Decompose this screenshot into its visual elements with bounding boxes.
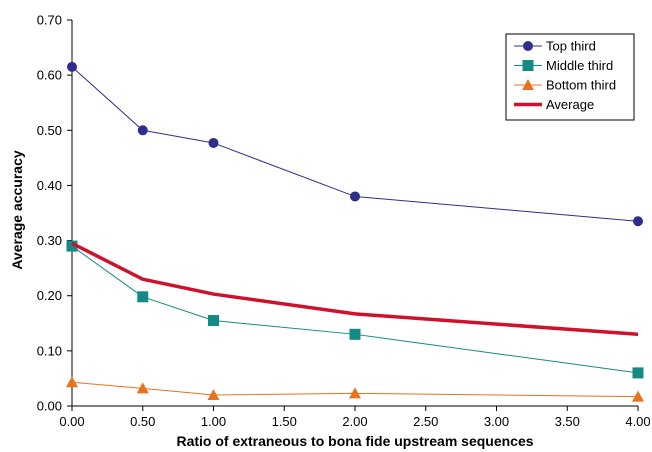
- x-tick-label: 3.00: [484, 414, 509, 429]
- data-point: [137, 291, 149, 303]
- x-tick-label: 2.50: [413, 414, 438, 429]
- legend-marker: [522, 60, 534, 71]
- legend: Top third Middle third Bottom third Average: [505, 33, 635, 121]
- legend-label: Bottom third: [546, 78, 616, 93]
- series-layer: [66, 61, 644, 402]
- data-point: [67, 61, 77, 72]
- y-tick-label: 0.20: [37, 288, 62, 303]
- x-tick-label: 0.50: [130, 414, 155, 429]
- y-tick-label: 0.50: [37, 123, 62, 138]
- y-axis-title: Average accuracy: [9, 150, 25, 270]
- data-point: [349, 387, 361, 399]
- y-tick-label: 0.40: [37, 178, 62, 193]
- data-point: [632, 367, 644, 379]
- data-point: [137, 125, 148, 136]
- series-line: [71, 245, 639, 374]
- legend-label: Top third: [546, 39, 596, 54]
- legend-item: Bottom third: [514, 78, 616, 93]
- series-bottom-third: [66, 376, 644, 402]
- series-middle-third: [66, 240, 644, 379]
- y-tick-label: 0.00: [37, 399, 62, 414]
- legend-label: Average: [546, 97, 594, 112]
- legend-item: Top third: [514, 39, 596, 54]
- data-point: [632, 390, 644, 402]
- x-tick-label: 4.00: [625, 414, 650, 429]
- series-top-third: [67, 61, 643, 227]
- data-point: [208, 315, 219, 327]
- y-tick-label: 0.60: [37, 68, 62, 83]
- x-tick-label: 1.00: [201, 414, 226, 429]
- x-axis-title: Ratio of extraneous to bona fide upstrea…: [176, 433, 533, 449]
- data-point: [350, 191, 360, 202]
- y-tick-label: 0.30: [37, 233, 62, 248]
- x-tick-label: 0.00: [59, 414, 84, 429]
- series-average: [71, 241, 639, 337]
- data-point: [633, 216, 643, 227]
- x-tick-label: 2.00: [342, 414, 367, 429]
- legend-marker: [523, 41, 533, 51]
- legend-marker: [522, 79, 534, 90]
- data-point: [208, 137, 219, 148]
- legend-label: Middle third: [546, 58, 613, 73]
- data-point: [207, 388, 220, 400]
- x-tick-label: 1.50: [272, 414, 297, 429]
- series-line: [71, 241, 639, 337]
- legend-item: Middle third: [514, 58, 613, 73]
- x-tick-label: 3.50: [555, 414, 580, 429]
- y-tick-label: 0.70: [37, 13, 62, 28]
- y-tick-label: 0.10: [37, 343, 62, 358]
- data-point: [136, 382, 149, 394]
- legend-item: Average: [514, 97, 594, 112]
- data-point: [66, 240, 78, 252]
- data-point: [66, 376, 78, 388]
- x-axis: 0.00 0.50 1.00 1.50 2.00 2.50 3.00 3.50 4.00: [59, 405, 651, 429]
- y-axis: 0.00 0.10 0.20 0.30 0.40 0.50 0.60 0.70: [37, 13, 73, 414]
- data-point: [349, 328, 361, 340]
